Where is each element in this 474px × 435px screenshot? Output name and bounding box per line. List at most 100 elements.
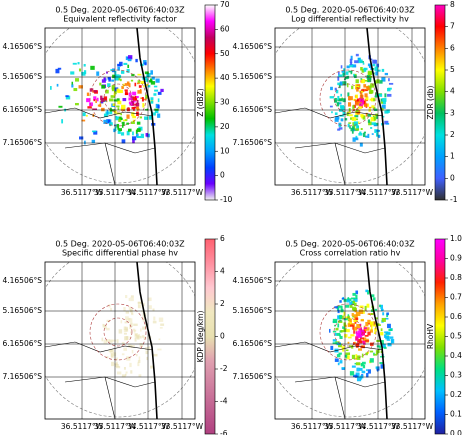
radar-echo [124,83,130,86]
radar-echo [334,112,338,116]
radar-echo [355,294,358,299]
radar-echo [355,109,359,113]
radar-echo [110,353,113,358]
radar-echo [130,121,135,125]
y-tick-label: 7.16506°S [2,372,42,381]
radar-echo [158,338,161,341]
radar-echo [334,306,339,309]
radar-echo [361,89,365,92]
radar-echo [106,109,109,115]
radar-echo [106,339,111,342]
radar-echo [356,332,359,337]
radar-echo [110,95,115,98]
radar-echo [380,350,383,354]
radar-echo [130,79,134,82]
radar-echo [148,305,152,310]
radar-echo [93,99,96,102]
radar-echo [128,83,131,88]
radar-echo [72,62,77,65]
radar-echo [137,301,142,304]
radar-echo [346,65,350,69]
radar-echo [370,97,375,102]
radar-echo [347,123,350,128]
radar-echo [142,302,145,306]
radar-echo [119,89,123,94]
radar-echo [108,77,111,82]
radar-echo [128,128,132,132]
radar-echo [382,100,386,105]
radar-echo [355,354,358,357]
radar-echo [372,106,376,109]
radar-echo [109,111,113,115]
radar-echo [71,81,74,85]
radar-echo [368,121,372,126]
radar-echo [135,102,140,107]
radar-echo [338,352,342,355]
radar-echo [367,319,371,323]
map-area [275,28,425,185]
radar-echo [86,98,91,103]
radar-echo [367,322,370,325]
radar-echo [119,61,123,67]
radar-echo [352,105,355,109]
colorbar-tick-label: 5 [450,65,455,74]
radar-echo [332,342,336,344]
radar-echo [113,352,117,357]
radar-echo [370,342,374,346]
radar-echo [349,318,352,323]
y-tick-label: 5.16506°S [2,72,42,81]
radar-echo [366,86,370,89]
radar-echo [362,364,366,369]
radar-echo [360,337,365,340]
radar-echo [374,92,379,97]
colorbar-tick-label: 0.3 [450,371,462,380]
radar-echo [145,322,147,327]
colorbar-tick-label: 3 [450,108,455,117]
radar-echo [355,137,359,141]
radar-echo [124,336,129,341]
radar-echo [129,362,132,368]
radar-echo [355,311,361,317]
radar-echo [384,317,389,320]
radar-echo [61,119,64,124]
radar-echo [338,74,343,77]
x-tick-label: 34.5117°W [127,188,170,197]
radar-echo [131,312,134,316]
radar-echo [335,327,339,331]
radar-echo [141,97,144,102]
radar-echo [360,330,362,335]
radar-echo [353,302,357,306]
radar-echo [330,345,334,350]
radar-echo [354,60,359,64]
radar-echo [331,111,333,114]
radar-echo [133,323,138,326]
radar-echo [109,107,112,112]
colorbar-tick-label: 6 [450,43,455,52]
radar-echo [93,130,98,135]
radar-echo [126,122,129,125]
panel: 0.5 Deg. 2020-05-06T06:40:03ZEquivalent … [2,0,232,204]
radar-echo [358,309,364,314]
radar-echo [365,321,369,327]
colorbar-tick-label: 0.9 [450,254,462,263]
radar-echo [365,352,368,356]
radar-echo [371,122,376,125]
radar-echo [334,324,336,327]
radar-echo [99,82,102,86]
radar-echo [113,128,116,133]
radar-echo [142,317,146,322]
radar-echo [381,343,386,349]
colorbar-tick-label: 10 [220,146,230,155]
radar-echo [121,353,125,356]
radar-echo [116,123,120,128]
radar-echo [127,344,131,346]
radar-echo [137,90,142,94]
radar-echo [344,316,348,319]
radar-echo [356,327,359,330]
radar-echo [108,350,113,353]
radar-echo [375,132,379,137]
radar-echo [348,336,352,339]
colorbar-tick-label: 0.8 [450,273,462,282]
radar-echo [376,115,378,119]
radar-echo [374,66,378,71]
